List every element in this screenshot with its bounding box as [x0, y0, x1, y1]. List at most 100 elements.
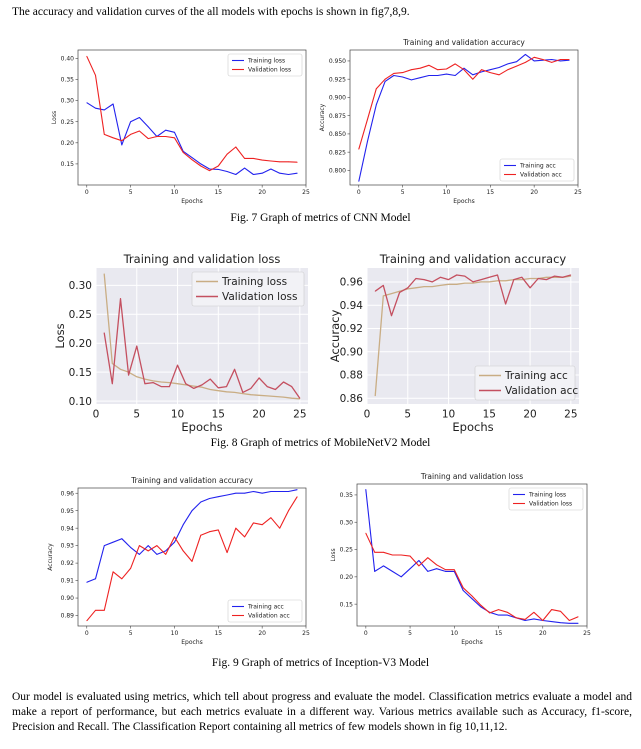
data-point — [200, 165, 202, 167]
y-tick-label: 0.850 — [329, 131, 346, 138]
x-tick-label: 10 — [171, 630, 179, 637]
y-tick-label: 0.30 — [61, 98, 75, 105]
data-point — [448, 279, 449, 281]
data-point — [383, 565, 384, 567]
data-point — [252, 491, 254, 492]
data-point — [112, 137, 114, 139]
data-point — [407, 288, 409, 290]
x-tick-label: 15 — [212, 409, 225, 421]
data-point — [261, 524, 263, 526]
data-point — [507, 69, 509, 71]
data-point — [488, 276, 490, 278]
data-point — [533, 60, 535, 62]
y-tick-label: 0.86 — [340, 393, 364, 405]
data-point — [291, 386, 293, 388]
data-point — [481, 69, 482, 71]
y-tick-label: 0.25 — [340, 547, 354, 554]
data-point — [524, 53, 526, 55]
data-point — [446, 68, 447, 70]
legend-label: Training loss — [247, 58, 285, 65]
data-point — [177, 383, 178, 385]
data-point — [120, 298, 121, 300]
data-point — [121, 538, 123, 540]
data-point — [529, 278, 531, 279]
mobilenet-accuracy-chart: 0 5 10 15 20 25 0.86 0.88 0.90 0.92 0.94 0.96 Traini… — [328, 252, 579, 434]
data-point — [419, 77, 421, 79]
data-point — [156, 545, 158, 547]
y-axis-label: Accuracy — [328, 310, 342, 363]
data-point — [399, 290, 401, 292]
x-tick-label: 5 — [401, 189, 405, 196]
y-tick-label: 0.92 — [61, 560, 75, 567]
data-point — [568, 620, 570, 621]
data-point — [258, 377, 260, 379]
chart-title: Training and validation loss — [420, 472, 523, 481]
data-point — [252, 174, 254, 175]
y-tick-label: 0.25 — [69, 309, 92, 321]
data-point — [244, 158, 246, 159]
data-point — [138, 553, 140, 555]
data-point — [506, 611, 508, 613]
data-point — [524, 62, 526, 63]
data-point — [299, 397, 301, 399]
data-point — [250, 387, 252, 389]
x-tick-label: 0 — [93, 409, 100, 421]
y-axis-label: Loss — [53, 323, 67, 348]
data-point — [226, 552, 228, 554]
data-point — [497, 274, 498, 276]
data-point — [516, 65, 518, 67]
data-point — [209, 170, 210, 172]
y-axis-label: Loss — [51, 111, 58, 124]
x-tick-label: 15 — [495, 630, 503, 637]
data-point — [288, 161, 289, 163]
data-point — [427, 570, 429, 572]
data-point — [279, 172, 281, 174]
x-tick-label: 0 — [357, 189, 361, 196]
data-point — [382, 295, 384, 297]
data-point — [423, 286, 425, 287]
data-point — [86, 55, 88, 57]
x-tick-label: 0 — [364, 630, 368, 637]
data-point — [226, 494, 228, 496]
data-point — [283, 396, 284, 398]
data-point — [103, 109, 105, 111]
data-point — [270, 491, 272, 492]
data-point — [374, 570, 376, 572]
data-point — [121, 140, 123, 142]
y-tick-label: 0.89 — [61, 613, 75, 620]
data-point — [418, 560, 420, 561]
data-point — [384, 80, 386, 82]
data-point — [415, 287, 417, 289]
x-tick-label: 25 — [293, 409, 306, 421]
data-point — [463, 69, 465, 71]
data-point — [209, 389, 211, 390]
chart-title: Training and validation accuracy — [379, 252, 567, 266]
data-point — [147, 545, 149, 547]
data-point — [489, 69, 491, 71]
data-point — [456, 274, 458, 276]
data-point — [174, 137, 175, 139]
data-point — [270, 517, 272, 519]
x-tick-label: 25 — [564, 409, 577, 421]
x-tick-label: 20 — [530, 189, 538, 196]
x-tick-label: 15 — [483, 409, 496, 421]
data-point — [296, 161, 298, 163]
data-point — [296, 172, 298, 174]
x-tick-label: 10 — [171, 409, 184, 421]
y-axis-label: Loss — [330, 548, 337, 561]
data-point — [410, 69, 412, 71]
chart-title: Training and validation loss — [123, 252, 281, 266]
data-point — [191, 159, 193, 161]
data-point — [235, 492, 237, 494]
data-point — [367, 140, 368, 142]
data-point — [400, 576, 402, 578]
data-point — [217, 387, 219, 389]
data-point — [439, 285, 441, 286]
x-axis-label: Epochs — [181, 198, 203, 205]
data-point — [103, 545, 105, 547]
data-point — [160, 386, 162, 388]
data-point — [498, 74, 500, 76]
y-tick-label: 0.88 — [340, 370, 363, 382]
data-point — [130, 133, 132, 135]
data-point — [174, 541, 175, 543]
